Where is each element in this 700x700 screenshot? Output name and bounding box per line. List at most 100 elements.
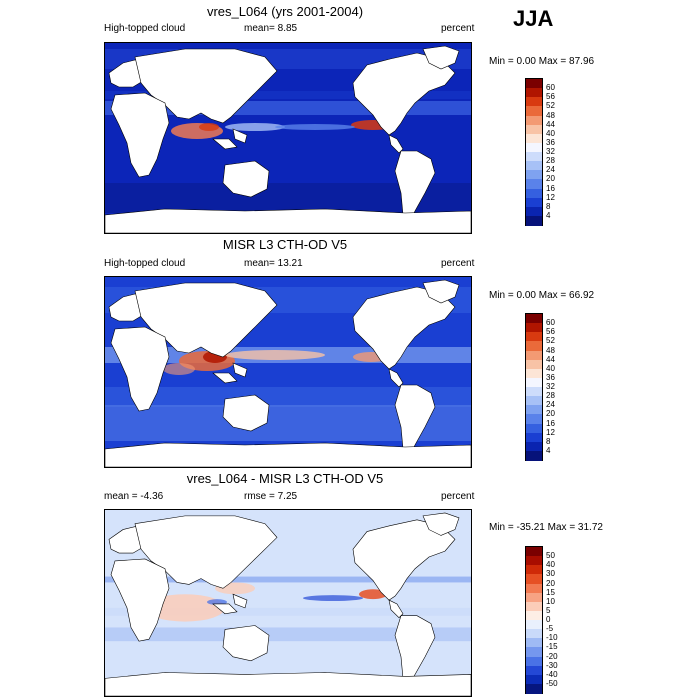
colorbar-segment xyxy=(526,188,542,199)
colorbar-segment xyxy=(526,368,542,379)
colorbar-segment xyxy=(526,574,542,584)
colorbar-tick-label: 56 xyxy=(546,92,555,102)
panel3-map xyxy=(104,509,472,697)
colorbar-segment xyxy=(526,629,542,639)
colorbar-segment xyxy=(526,647,542,657)
colorbar-segment xyxy=(526,665,542,676)
colorbar-segment xyxy=(526,152,542,162)
colorbar-tick-label: 60 xyxy=(546,83,555,93)
colorbar-tick-label: 52 xyxy=(546,336,555,346)
colorbar-segment xyxy=(526,79,542,89)
colorbar-segment xyxy=(526,215,542,226)
colorbar-tick-label: 32 xyxy=(546,147,555,156)
land-mass xyxy=(110,558,170,642)
map-field xyxy=(105,510,471,696)
colorbar-tick-label: 52 xyxy=(546,101,555,111)
colorbar-tick-label: 0 xyxy=(546,615,551,624)
panel1-mean-label: mean= 8.85 xyxy=(244,23,298,34)
colorbar-segment xyxy=(526,206,542,217)
colorbar-tick-label: 12 xyxy=(546,192,555,202)
colorbar-segment xyxy=(526,423,542,434)
land-mass xyxy=(222,160,270,198)
panel3-minmax: Min = -35.21 Max = 31.72 xyxy=(489,522,603,533)
colorbar-tick-label: -30 xyxy=(546,660,558,670)
colorbar-segment xyxy=(526,441,542,452)
colorbar-segment xyxy=(526,414,542,424)
colorbar-tick-label: -5 xyxy=(546,624,554,634)
colorbar-segment xyxy=(526,556,542,566)
land-mass xyxy=(232,593,248,609)
map-field xyxy=(105,43,471,233)
land-mass xyxy=(105,442,471,467)
colorbar-segment xyxy=(526,656,542,667)
colorbar-tick-label: 16 xyxy=(546,418,555,428)
colorbar-segment xyxy=(526,179,542,189)
land-mass xyxy=(222,394,270,432)
panel2-minmax: Min = 0.00 Max = 66.92 xyxy=(489,290,595,301)
colorbar-segment xyxy=(526,583,542,594)
colorbar-segment xyxy=(526,592,542,603)
panel1-title: vres_L064 (yrs 2001-2004) xyxy=(206,4,364,19)
panel3-rmse-label: rmse = 7.25 xyxy=(244,491,298,502)
colorbar-segment xyxy=(526,387,542,397)
colorbar-tick-label: 30 xyxy=(546,569,555,579)
land-mass xyxy=(110,326,170,412)
colorbar-segment xyxy=(526,88,542,98)
colorbar-tick-label: 40 xyxy=(546,560,555,570)
colorbar-tick-label: 60 xyxy=(546,318,555,328)
land-mass xyxy=(212,603,238,615)
colorbar-tick-label: 8 xyxy=(546,201,551,211)
land-mass xyxy=(422,45,460,70)
colorbar-segment xyxy=(526,170,542,180)
colorbar-segment xyxy=(526,601,542,612)
colorbar-tick-label: 48 xyxy=(546,110,555,120)
colorbar-tick-label: 15 xyxy=(546,587,555,597)
colorbar-segment xyxy=(526,359,542,370)
panel2-title: MISR L3 CTH-OD V5 xyxy=(222,237,348,252)
panel1-map xyxy=(104,42,472,234)
colorbar-tick-label: 24 xyxy=(546,400,555,410)
season-label: JJA xyxy=(513,6,554,31)
colorbar-segment xyxy=(526,683,542,694)
land-mass xyxy=(394,615,436,687)
colorbar-segment xyxy=(526,197,542,208)
colorbar-segment xyxy=(526,620,542,630)
colorbar-segment xyxy=(526,161,542,171)
land-mass xyxy=(212,372,238,384)
colorbar-tick-label: 20 xyxy=(546,578,555,588)
colorbar-tick-label: 40 xyxy=(546,363,555,373)
colorbar-tick-label: -40 xyxy=(546,669,558,679)
colorbar-segment xyxy=(526,332,542,342)
colorbar-segment xyxy=(526,565,542,575)
colorbar-segment xyxy=(526,432,542,443)
land-mass xyxy=(352,519,456,601)
land-mass xyxy=(422,279,460,304)
colorbar-segment xyxy=(526,124,542,135)
colorbar-segment xyxy=(526,547,542,557)
panel2-units-label: percent xyxy=(441,258,475,269)
colorbar-segment xyxy=(526,674,542,685)
colorbar-segment xyxy=(526,450,542,461)
colorbar-segment xyxy=(526,405,542,415)
panel1-variable-label: High-topped cloud xyxy=(104,23,186,34)
land-mass xyxy=(105,208,471,233)
land-mass xyxy=(105,672,471,696)
land-mass xyxy=(232,128,248,144)
colorbar-segment xyxy=(526,323,542,333)
land-mass xyxy=(222,625,270,662)
colorbar-tick-label: 20 xyxy=(546,409,555,419)
colorbar-tick-label: 36 xyxy=(546,137,555,147)
colorbar-segment xyxy=(526,610,542,621)
panel1-colorbar: 60 56 52 48 44 40 36 32 28 24 20 16 12 8 4 xyxy=(525,78,555,226)
map-field xyxy=(105,277,471,467)
panel3-units-label: percent xyxy=(441,491,475,502)
land-mass xyxy=(352,52,456,136)
colorbar-tick-label: 44 xyxy=(546,354,555,364)
colorbar-segment xyxy=(526,350,542,361)
panel1-units-label: percent xyxy=(441,23,475,34)
colorbar-tick-label: 28 xyxy=(546,391,555,401)
colorbar-segment xyxy=(526,115,542,126)
colorbar-segment xyxy=(526,142,542,153)
panel2-colorbar: 60 56 52 48 44 40 36 32 28 24 20 16 12 8 4 xyxy=(525,313,555,461)
panel1-minmax: Min = 0.00 Max = 87.96 xyxy=(489,56,595,67)
